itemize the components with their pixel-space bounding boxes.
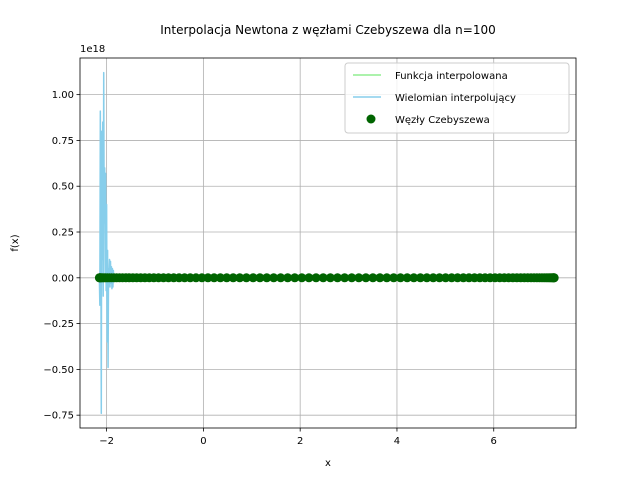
x-tick-label: 2 bbox=[297, 436, 303, 447]
legend-frame bbox=[344, 62, 570, 134]
chebyshev-node-point bbox=[228, 273, 238, 283]
y-axis: −0.75 −0.50 −0.25 0.00 0.25 0.50 0.75 1.00 bbox=[43, 90, 80, 422]
x-tick-label: 6 bbox=[491, 436, 497, 447]
y-tick-label: 0.50 bbox=[52, 182, 74, 193]
chebyshev-node-point bbox=[215, 273, 225, 283]
chebyshev-node-point bbox=[269, 273, 279, 283]
x-axis: −2 0 2 4 6 bbox=[99, 428, 497, 447]
chebyshev-node-point bbox=[262, 273, 272, 283]
series-layer bbox=[94, 71, 559, 415]
chebyshev-node-point bbox=[422, 273, 432, 283]
chebyshev-node-point bbox=[248, 273, 258, 283]
x-tick-label: 0 bbox=[200, 436, 206, 447]
x-tick-label: 4 bbox=[394, 436, 400, 447]
y-offset-label: 1e18 bbox=[80, 44, 105, 55]
chebyshev-node-point bbox=[382, 273, 392, 283]
chebyshev-node-point bbox=[297, 273, 307, 283]
chebyshev-node-point bbox=[347, 273, 357, 283]
chebyshev-node-point bbox=[304, 273, 314, 283]
chebyshev-node-point bbox=[434, 273, 444, 283]
chebyshev-node-point bbox=[389, 273, 399, 283]
chebyshev-node-point bbox=[368, 273, 378, 283]
chebyshev-node-point bbox=[222, 273, 232, 283]
chebyshev-node-point bbox=[415, 273, 425, 283]
plot-frame bbox=[79, 57, 577, 429]
chebyshev-node-point bbox=[428, 273, 438, 283]
chebyshev-node-point bbox=[318, 273, 328, 283]
chebyshev-node-point bbox=[340, 273, 350, 283]
chebyshev-node-point bbox=[361, 273, 371, 283]
chart-title: Interpolacja Newtona z węzłami Czebyszew… bbox=[160, 23, 496, 37]
legend-label-polynomial: Wielomian interpolujący bbox=[395, 93, 516, 104]
legend: Funkcja interpolowana Wielomian interpol… bbox=[344, 62, 570, 134]
chebyshev-node-point bbox=[441, 273, 451, 283]
chebyshev-node-point bbox=[209, 273, 219, 283]
chebyshev-node-point bbox=[409, 273, 419, 283]
y-tick-label: −0.75 bbox=[43, 411, 74, 422]
chebyshev-node-point bbox=[354, 273, 364, 283]
y-tick-label: 0.00 bbox=[52, 273, 74, 284]
legend-swatch-nodes bbox=[366, 114, 376, 124]
y-tick-label: −0.50 bbox=[43, 365, 74, 376]
chebyshev-node-point bbox=[94, 273, 104, 283]
chebyshev-node-point bbox=[241, 273, 251, 283]
chebyshev-node-point bbox=[311, 273, 321, 283]
legend-label-nodes: Węzły Czebyszewa bbox=[395, 115, 490, 126]
y-tick-label: 0.25 bbox=[52, 228, 74, 239]
legend-label-function: Funkcja interpolowana bbox=[395, 71, 508, 82]
y-tick-label: 1.00 bbox=[52, 90, 74, 101]
chebyshev-node-point bbox=[375, 273, 385, 283]
y-tick-label: −0.25 bbox=[43, 319, 74, 330]
chebyshev-node-point bbox=[395, 273, 405, 283]
x-axis-label: x bbox=[325, 458, 331, 469]
chebyshev-node-point bbox=[255, 273, 265, 283]
y-tick-label: 0.75 bbox=[52, 136, 74, 147]
x-tick-label: −2 bbox=[99, 436, 114, 447]
chebyshev-node-point bbox=[235, 273, 245, 283]
y-axis-label: f(x) bbox=[10, 234, 21, 251]
chebyshev-node-point bbox=[290, 273, 300, 283]
chebyshev-node-point bbox=[333, 273, 343, 283]
chebyshev-node-point bbox=[276, 273, 286, 283]
chebyshev-node-point bbox=[325, 273, 335, 283]
chebyshev-node-point bbox=[283, 273, 293, 283]
chebyshev-node-point bbox=[402, 273, 412, 283]
